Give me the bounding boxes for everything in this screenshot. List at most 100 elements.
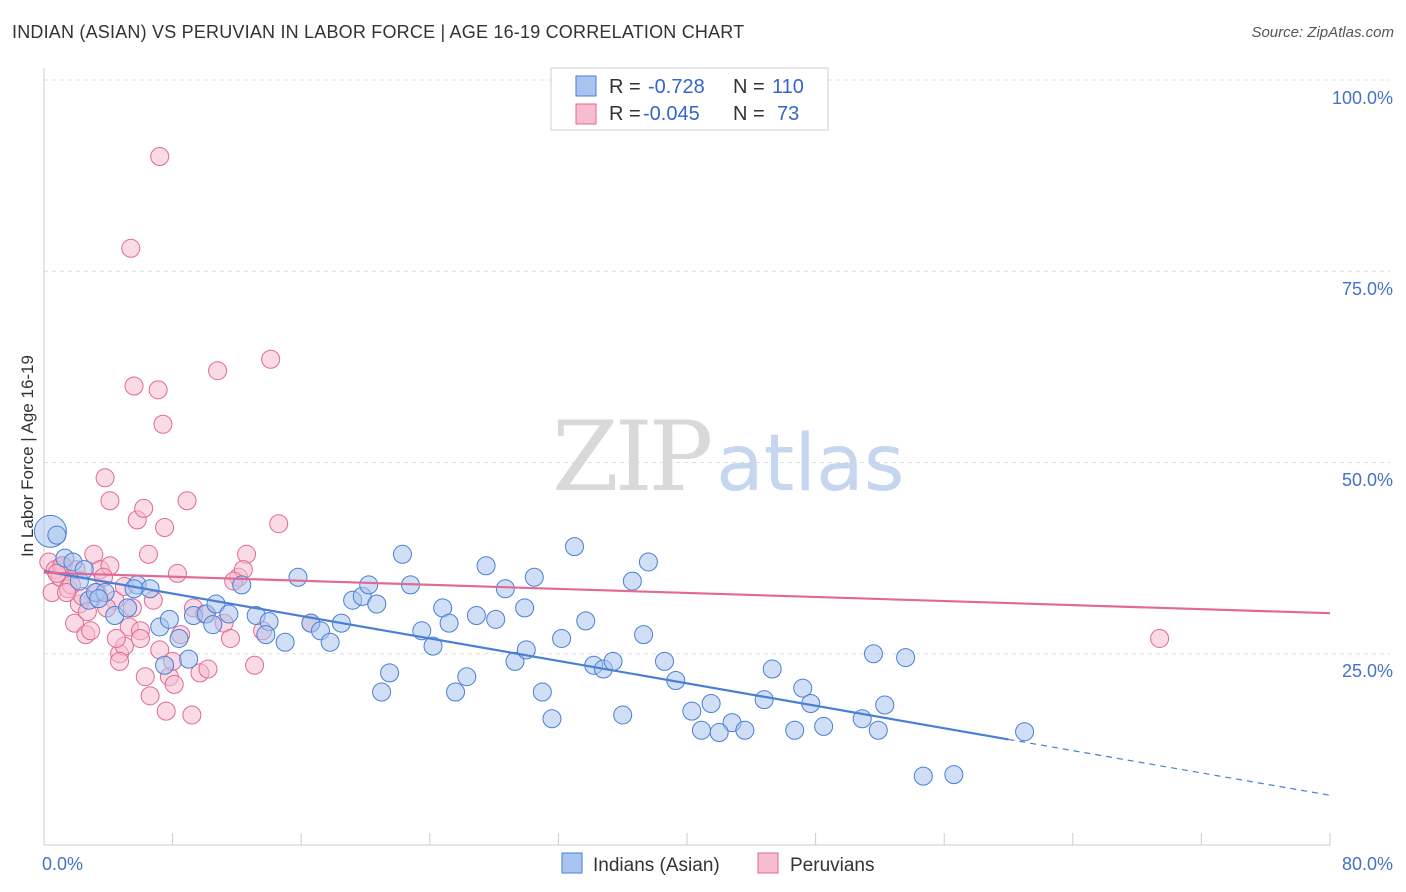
bottom-legend: Indians (Asian) Peruvians bbox=[561, 852, 875, 876]
data-point bbox=[47, 525, 67, 545]
data-point bbox=[372, 682, 392, 702]
data-point bbox=[156, 701, 176, 721]
data-point bbox=[245, 655, 265, 675]
data-point bbox=[232, 575, 252, 595]
data-point bbox=[634, 625, 654, 645]
data-point bbox=[261, 349, 281, 369]
data-point bbox=[613, 705, 633, 725]
data-point bbox=[65, 613, 85, 633]
trend-line bbox=[43, 570, 1009, 741]
trend-line-extension bbox=[1008, 738, 1331, 796]
data-point bbox=[100, 491, 120, 511]
data-point bbox=[153, 414, 173, 434]
data-point bbox=[237, 544, 257, 564]
data-point bbox=[155, 518, 175, 538]
data-point bbox=[863, 644, 883, 664]
data-point bbox=[552, 628, 572, 648]
data-point bbox=[735, 720, 755, 740]
data-point bbox=[524, 567, 544, 587]
data-point bbox=[691, 720, 711, 740]
data-point bbox=[709, 723, 729, 743]
data-point bbox=[320, 632, 340, 652]
data-point bbox=[896, 648, 916, 668]
data-point bbox=[564, 537, 584, 557]
data-point bbox=[135, 667, 155, 687]
data-point bbox=[367, 594, 387, 614]
data-point bbox=[81, 621, 101, 641]
data-point bbox=[495, 579, 515, 599]
legend-swatch-blue bbox=[575, 75, 597, 97]
data-point bbox=[654, 651, 674, 671]
data-point bbox=[269, 514, 289, 534]
legend-n-value: 110 bbox=[772, 76, 804, 98]
data-point bbox=[638, 552, 658, 572]
data-point bbox=[423, 636, 443, 656]
y-tick-label: 25.0% bbox=[1342, 661, 1393, 681]
data-point bbox=[359, 575, 379, 595]
data-point bbox=[1150, 628, 1170, 648]
data-point bbox=[179, 649, 199, 669]
data-point bbox=[288, 567, 308, 587]
data-point bbox=[785, 720, 805, 740]
data-point bbox=[392, 544, 412, 564]
data-point bbox=[220, 628, 240, 648]
data-point bbox=[542, 709, 562, 729]
data-point bbox=[793, 678, 813, 698]
x-tick-label-max: 80.0% bbox=[1342, 854, 1393, 874]
data-point bbox=[110, 651, 130, 671]
legend-swatch-pink bbox=[575, 103, 597, 125]
chart-title: INDIAN (ASIAN) VS PERUVIAN IN LABOR FORC… bbox=[12, 22, 745, 42]
x-tick-label-min: 0.0% bbox=[42, 854, 83, 874]
watermark-zip: ZIP bbox=[552, 401, 711, 513]
data-point bbox=[682, 701, 702, 721]
bottom-legend-swatch-blue bbox=[561, 852, 583, 874]
data-point bbox=[203, 615, 223, 635]
data-point bbox=[106, 628, 126, 648]
y-axis-label: In Labor Force | Age 16-19 bbox=[18, 355, 37, 557]
data-point bbox=[1015, 722, 1035, 742]
data-point bbox=[219, 604, 239, 624]
data-point bbox=[603, 651, 623, 671]
data-point bbox=[762, 659, 782, 679]
data-point bbox=[155, 655, 175, 675]
data-point bbox=[486, 609, 506, 629]
data-point bbox=[814, 716, 834, 736]
legend-r-label: R = bbox=[609, 103, 641, 125]
data-point bbox=[74, 560, 94, 580]
data-point bbox=[159, 609, 179, 629]
y-tick-label: 50.0% bbox=[1342, 470, 1393, 490]
data-point bbox=[130, 628, 150, 648]
data-point bbox=[167, 563, 187, 583]
data-point bbox=[182, 705, 202, 725]
legend-n-label: N = bbox=[733, 103, 765, 125]
data-point bbox=[164, 674, 184, 694]
y-tick-label: 75.0% bbox=[1342, 279, 1393, 299]
data-point bbox=[95, 468, 115, 488]
data-point bbox=[439, 613, 459, 633]
trend-lines bbox=[43, 570, 1331, 796]
bottom-legend-swatch-pink bbox=[757, 852, 779, 874]
data-point bbox=[868, 720, 888, 740]
data-point bbox=[177, 491, 197, 511]
data-point bbox=[446, 682, 466, 702]
data-point bbox=[515, 598, 535, 618]
data-point bbox=[169, 628, 189, 648]
data-point bbox=[275, 632, 295, 652]
data-point bbox=[532, 682, 552, 702]
data-point bbox=[118, 598, 138, 618]
data-point bbox=[150, 147, 170, 166]
data-point bbox=[466, 606, 486, 625]
axes bbox=[43, 68, 1331, 846]
data-point bbox=[121, 238, 141, 258]
legend-r-label: R = bbox=[609, 76, 641, 98]
trend-line bbox=[43, 571, 1331, 615]
legend-box bbox=[550, 67, 829, 131]
legend-n-value: 73 bbox=[777, 103, 799, 125]
data-point bbox=[622, 571, 642, 591]
data-point bbox=[57, 583, 77, 603]
data-point bbox=[134, 498, 154, 518]
data-point bbox=[944, 765, 964, 785]
watermark: ZIP atlas bbox=[552, 401, 905, 513]
series-indians-asian-points bbox=[33, 514, 1035, 786]
